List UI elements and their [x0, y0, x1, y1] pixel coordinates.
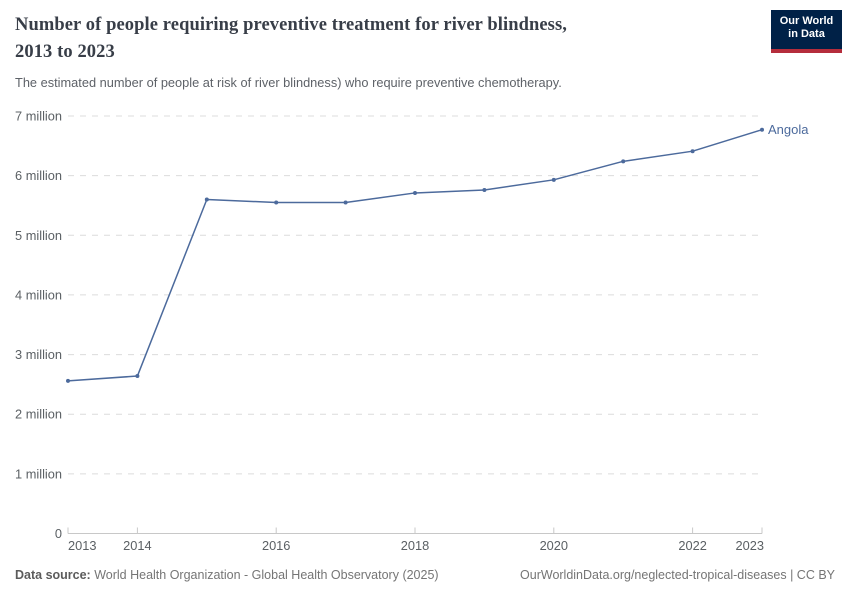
data-point[interactable]: [621, 159, 626, 164]
y-axis-tick-label: 5 million: [15, 228, 62, 243]
x-axis-tick-label: 2014: [123, 538, 151, 553]
y-axis-tick-label: 6 million: [15, 168, 62, 183]
chart-footer: Data source: World Health Organization -…: [15, 568, 835, 582]
data-point[interactable]: [204, 197, 209, 202]
owid-logo-line1: Our World: [779, 15, 834, 27]
data-point[interactable]: [66, 378, 70, 383]
owid-url-link[interactable]: OurWorldinData.org/neglected-tropical-di…: [520, 568, 835, 582]
data-point[interactable]: [135, 374, 140, 379]
x-axis-tick-label: 2018: [401, 538, 429, 553]
y-axis-tick-label: 7 million: [15, 109, 62, 124]
data-point[interactable]: [482, 187, 487, 192]
data-source-text: World Health Organization - Global Healt…: [90, 568, 439, 582]
chart-title: Number of people requiring preventive tr…: [15, 12, 755, 66]
data-source-note: Data source: World Health Organization -…: [15, 568, 439, 582]
x-axis-tick-label: 2023: [736, 538, 764, 553]
data-point[interactable]: [760, 127, 764, 132]
y-axis-tick-label: 2 million: [15, 407, 62, 422]
data-line-angola: [67, 129, 763, 382]
y-axis-tick-label: 0: [55, 526, 62, 541]
x-axis-tick-label: 2013: [68, 538, 96, 553]
data-source-label: Data source:: [15, 568, 91, 582]
y-axis-tick-label: 1 million: [15, 466, 62, 481]
data-point[interactable]: [274, 200, 279, 205]
data-point[interactable]: [343, 200, 348, 205]
data-point[interactable]: [413, 190, 417, 195]
y-axis-tick-label: 3 million: [15, 347, 62, 362]
data-point[interactable]: [690, 149, 695, 154]
x-axis-tick-label: 2022: [678, 538, 706, 553]
data-point[interactable]: [551, 177, 556, 182]
chart-title-line1: Number of people requiring preventive tr…: [15, 15, 567, 35]
chart-subtitle: The estimated number of people at risk o…: [15, 75, 562, 90]
y-axis-tick-label: 4 million: [15, 287, 62, 302]
x-axis-tick-label: 2020: [540, 538, 568, 553]
owid-logo-line2: in Data: [788, 28, 825, 40]
x-axis-tick-label: 2016: [262, 538, 290, 553]
owid-logo[interactable]: Our World in Data: [771, 10, 842, 53]
entity-label[interactable]: Angola: [768, 122, 809, 137]
chart-title-line2: 2013 to 2023: [15, 42, 115, 62]
